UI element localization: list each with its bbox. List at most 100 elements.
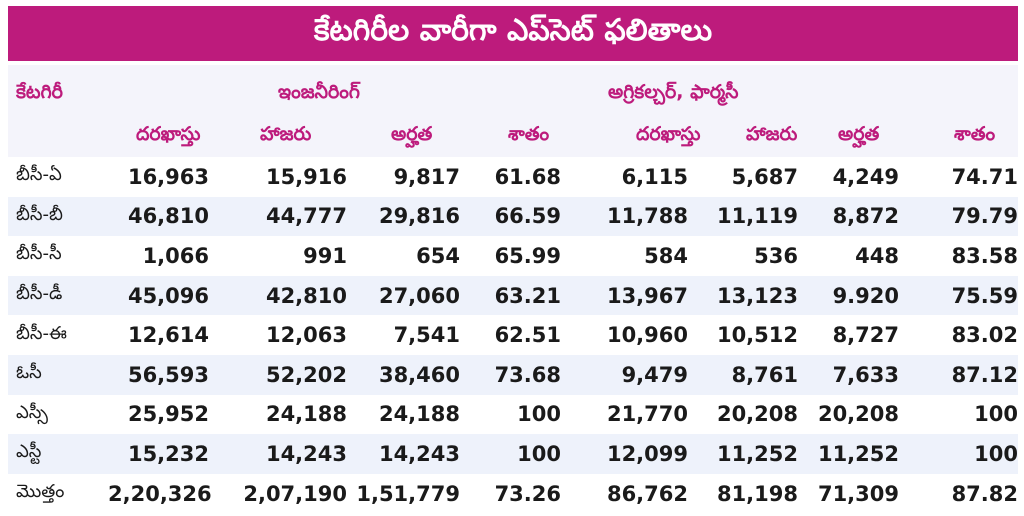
table-cell: 15,916 (209, 157, 347, 197)
table-cell: 654 (347, 236, 460, 276)
engineering-header: ఇంజనీరింగ్ (278, 81, 360, 103)
table-cell: 8,761 (688, 354, 798, 395)
row-category: బీసీ-డీ (8, 275, 108, 316)
table-cell: 13,967 (561, 275, 688, 316)
table-cell: 10,512 (688, 315, 798, 355)
row-category: బీసీ-సీ (8, 236, 108, 276)
agri-attended-header: హాజరు (746, 123, 798, 145)
page-title: కేటగిరీల వారీగా ఎప్‌సెట్ ఫలితాలు (8, 6, 1018, 61)
table-body: బీసీ-ఏ 16,963 15,916 9,817 61.68 6,115 5,687 4,… (8, 157, 1018, 514)
table-cell: 45,096 (108, 275, 209, 316)
table-cell: 15,232 (108, 434, 209, 474)
table-cell: 42,810 (209, 275, 347, 316)
row-category: మొత్తం (8, 473, 108, 514)
table-cell: 8,727 (798, 315, 899, 355)
table-cell: 11,788 (561, 196, 688, 237)
table-row: ఎస్టీ 15,232 14,243 14,243 100 12,099 11,252 11… (8, 434, 1018, 474)
table-row: ఎస్సీ 25,952 24,188 24,188 100 21,770 20,208 20… (8, 394, 1018, 435)
table-cell: 20,208 (688, 394, 798, 435)
table-cell: 9.920 (798, 275, 899, 316)
table-cell: 46,810 (108, 196, 209, 237)
table-cell: 16,963 (108, 157, 209, 197)
table-cell: 448 (798, 236, 899, 276)
row-category: ఎస్సీ (8, 394, 108, 435)
table-cell: 11,119 (688, 196, 798, 237)
table-cell: 24,188 (209, 394, 347, 435)
table-cell: 61.68 (460, 157, 561, 197)
agri-pharmacy-header: అగ్రికల్చర్, ఫార్మసీ (608, 81, 739, 103)
table-cell: 991 (209, 236, 347, 276)
table-cell: 9,817 (347, 157, 460, 197)
table-cell: 87.12 (899, 354, 1018, 395)
table-cell: 83.02 (899, 315, 1018, 355)
table-cell: 87.82 (899, 473, 1018, 514)
table-cell: 584 (561, 236, 688, 276)
table-cell: 27,060 (347, 275, 460, 316)
category-header: కేటగిరీ (16, 81, 63, 103)
table-cell: 536 (688, 236, 798, 276)
table-cell: 14,243 (347, 434, 460, 474)
table-cell: 52,202 (209, 354, 347, 395)
row-category: ఓసీ (8, 354, 108, 395)
table-cell: 10,960 (561, 315, 688, 355)
table-row: బీసీ-సీ 1,066 991 654 65.99 584 536 448 83.58 (8, 236, 1018, 276)
table-cell: 12,063 (209, 315, 347, 355)
table-cell: 79.79 (899, 196, 1018, 237)
table-cell: 7,633 (798, 354, 899, 395)
table-cell: 4,249 (798, 157, 899, 197)
eng-applied-header: దరఖాస్తు (136, 123, 201, 145)
table-cell: 73.26 (460, 473, 561, 514)
table-cell: 66.59 (460, 196, 561, 237)
table-cell: 62.51 (460, 315, 561, 355)
table-cell: 86,762 (561, 473, 688, 514)
table-cell: 81,198 (688, 473, 798, 514)
table-cell: 12,099 (561, 434, 688, 474)
row-category: ఎస్టీ (8, 434, 108, 474)
table-cell: 11,252 (798, 434, 899, 474)
table-cell: 83.58 (899, 236, 1018, 276)
table-cell: 13,123 (688, 275, 798, 316)
table-cell: 2,20,326 (108, 473, 212, 514)
table-cell: 20,208 (798, 394, 899, 435)
table-cell: 38,460 (347, 354, 460, 395)
eng-attended-header: హాజరు (260, 123, 312, 145)
results-table: బీసీ-ఏ 16,963 15,916 9,817 61.68 6,115 5,687 4,… (8, 157, 1018, 514)
table-row: బీసీ-ఏ 16,963 15,916 9,817 61.68 6,115 5,687 4,… (8, 157, 1018, 197)
table-cell: 6,115 (561, 157, 688, 197)
table-cell: 25,952 (108, 394, 209, 435)
table-cell: 11,252 (688, 434, 798, 474)
table-cell: 74.71 (899, 157, 1018, 197)
row-category: బీసీ-బీ (8, 196, 108, 237)
table-row: బీసీ-బీ 46,810 44,777 29,816 66.59 11,788 11,1… (8, 196, 1018, 237)
table-cell: 2,07,190 (209, 473, 347, 514)
table-cell: 7,541 (347, 315, 460, 355)
table-cell: 71,309 (798, 473, 899, 514)
table-cell: 5,687 (688, 157, 798, 197)
table-cell: 1,066 (108, 236, 209, 276)
table-cell: 63.21 (460, 275, 561, 316)
table-row: ఓసీ 56,593 52,202 38,460 73.68 9,479 8,761 7,63… (8, 354, 1018, 395)
table-cell: 100 (460, 434, 561, 474)
eng-qualified-header: అర్హత (391, 123, 433, 145)
table-cell: 21,770 (561, 394, 688, 435)
table-cell: 100 (899, 434, 1018, 474)
table-cell: 1,51,779 (347, 473, 460, 514)
table-cell: 73.68 (460, 354, 561, 395)
eng-percent-header: శాతం (508, 123, 550, 145)
table-cell: 65.99 (460, 236, 561, 276)
table-cell: 75.59 (899, 275, 1018, 316)
table-cell: 8,872 (798, 196, 899, 237)
agri-applied-header: దరఖాస్తు (636, 123, 701, 145)
row-category: బీసీ-ఏ (8, 157, 108, 197)
agri-qualified-header: అర్హత (838, 123, 880, 145)
table-row: మొత్తం 2,20,326 2,07,190 1,51,779 73.26 86,76… (8, 473, 1018, 514)
table-cell: 29,816 (347, 196, 460, 237)
table-row: బీసీ-ఈ 12,614 12,063 7,541 62.51 10,960 10,512… (8, 315, 1018, 355)
table-cell: 14,243 (209, 434, 347, 474)
table-header: కేటగిరీ ఇంజనీరింగ్ అగ్రికల్చర్, ఫార్మసీ … (8, 65, 1018, 157)
table-cell: 44,777 (209, 196, 347, 237)
table-cell: 56,593 (108, 354, 209, 395)
results-table-card: కేటగిరీల వారీగా ఎప్‌సెట్ ఫలితాలు కేటగిరీ… (3, 3, 1021, 514)
table-cell: 9,479 (561, 354, 688, 395)
table-cell: 100 (460, 394, 561, 435)
